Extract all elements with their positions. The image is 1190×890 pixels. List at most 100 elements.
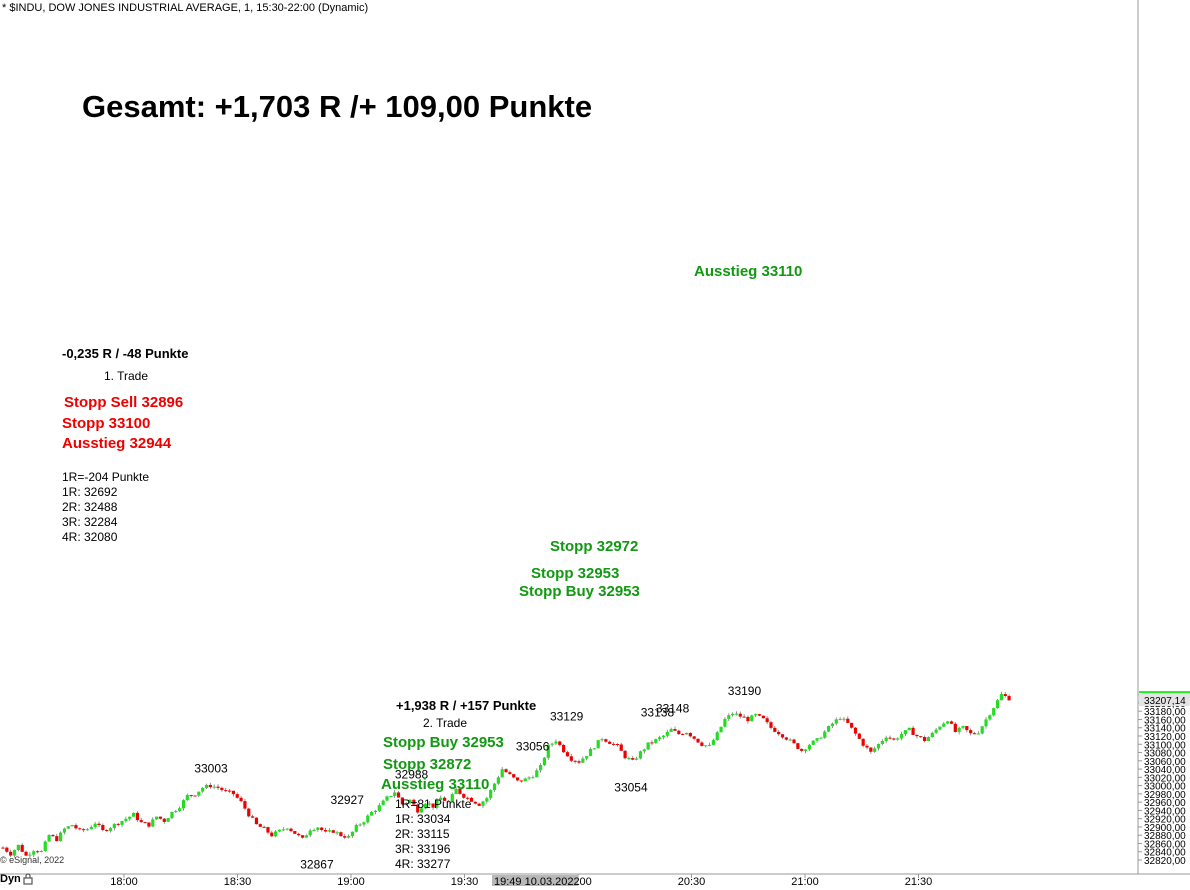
candle-body [608,741,612,744]
y-tick-label: 33160,00 [1144,715,1186,726]
candle-body [243,801,247,809]
candle-body [638,751,643,759]
candle-body [262,826,266,828]
candle-body [562,744,566,753]
candle-body [957,727,961,732]
candle-body [681,734,685,736]
swing-label: 33129 [550,709,584,723]
candle-body [489,790,493,799]
candle-body [569,756,573,761]
trade1-line-1: Stopp Sell 32896 [64,394,184,411]
candle-body [827,726,831,732]
candle-body [51,835,55,837]
candle-body [719,726,723,733]
candle-body [220,787,224,791]
trade2-level-2: 2R: 33115 [395,827,450,841]
candle-body [550,743,554,745]
candle-body [97,823,101,826]
candle-body [35,851,40,853]
candle-body [588,748,593,757]
candle-body [266,827,270,833]
candle-body [393,792,397,796]
x-tick-label: 18:30 [224,876,252,886]
candle-body [496,777,500,784]
candle-body [773,727,777,732]
trade2-line-1: Stopp Buy 32953 [383,734,504,751]
candle-body [988,715,992,720]
y-tick-label: 32840,00 [1144,848,1186,859]
candle-body [926,737,931,742]
trade2-levels: 1R=81 Punkte 1R: 33034 2R: 33115 3R: 331… [395,797,471,872]
candle-body [66,826,70,829]
candle-body [469,797,474,802]
lock-icon[interactable] [22,872,34,885]
candle-body [124,818,128,821]
candle-body [907,727,911,731]
y-tick-label: 33180,00 [1144,707,1186,718]
candle-body [861,738,865,746]
candle-body [443,797,447,801]
candle-body [450,794,454,802]
cursor-time-label: 19:49 10.03.2022 [494,876,580,886]
candle-body [888,737,892,739]
candle-body [850,722,854,728]
candle-body [923,737,927,742]
candle-body [320,827,324,831]
candle-body [565,752,570,757]
candle-body [815,738,819,741]
candle-body [485,798,489,802]
candle-body [573,760,577,762]
candle-body [531,777,535,779]
candle-body [696,738,700,743]
exit-note: Ausstieg 33110 [694,263,803,280]
candle-body [185,795,189,801]
candle-body [128,816,132,819]
candle-body [135,812,139,821]
candle-body [12,850,17,856]
candle-body [108,828,113,831]
y-tick-label: 32880,00 [1144,831,1186,842]
candle-body [846,718,850,723]
y-tick-label: 32820,00 [1144,856,1186,867]
dyn-label[interactable]: Dyn [0,873,21,885]
trade1-result: -0,235 R / -48 Punkte [62,346,189,361]
trade2-level-3: 3R: 33196 [395,842,451,856]
trade1-level-1: 1R: 32692 [62,485,118,499]
candle-body [139,820,143,823]
candle-body [412,799,416,805]
candle-body [93,823,97,827]
trade1-level-0: 1R=-204 Punkte [62,470,150,484]
candle-body [274,831,278,837]
swing-label: 33138 [641,706,675,720]
candle-body [39,851,43,853]
candle-body [151,819,155,827]
trade2-level-4: 4R: 33277 [395,857,451,871]
candle-body [462,793,466,798]
candle-body [577,761,581,763]
cursor-price-label: 33207,14 [1144,696,1186,707]
candle-body [74,825,78,829]
y-tick-label: 33020,00 [1144,773,1186,784]
candle-body [143,822,147,824]
candle-body [769,722,773,728]
candle-body [508,772,512,775]
y-tick-label: 32980,00 [1144,790,1186,801]
candle-body [899,734,904,739]
candle-body [419,808,424,813]
candle-body [892,738,896,740]
x-tick-label: 19:00 [337,876,365,886]
candle-body [969,730,973,734]
candle-body [82,829,86,831]
candle-body [646,742,650,750]
chart-title: * $INDU, DOW JONES INDUSTRIAL AVERAGE, 1… [2,2,369,14]
swing-label: 32867 [300,858,334,872]
candle-body [761,715,765,719]
candle-body [819,737,823,739]
candle-body [335,832,339,834]
candle-body [300,835,305,838]
candle-body [838,719,842,721]
candle-body [174,810,178,812]
candle-body [500,769,504,778]
candle-body [942,723,946,727]
